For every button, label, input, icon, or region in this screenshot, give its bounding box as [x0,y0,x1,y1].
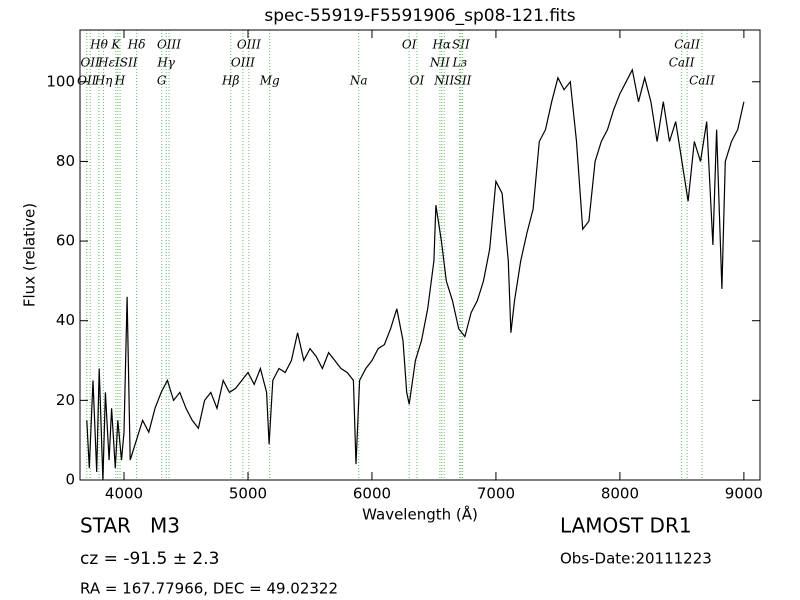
spectral-line-label: CaII [689,74,715,88]
plot-frame [79,29,761,481]
coordinates: RA = 167.77966, DEC = 49.02322 [80,580,338,598]
spectral-line-label: Hη [94,74,113,88]
spectral-line-label: CaII [669,56,695,70]
object-class: STAR M3 [80,514,180,538]
x-axis-label: Wavelength (Å) [362,505,478,524]
spectral-line-label: H [114,74,126,88]
x-tick-label: 8000 [601,485,639,503]
y-tick-label: 100 [46,72,75,90]
spectral-line-label: SII [454,74,472,88]
spectral-line-label: K [110,38,121,52]
spectrum-line [86,67,745,481]
spectral-line-label: OI [402,38,417,52]
x-tick-label: 6000 [353,485,391,503]
y-axis-label: Flux (relative) [21,203,39,307]
x-tick-label: 7000 [477,485,515,503]
y-tick-label: 80 [56,152,75,170]
spectral-line-label: CaII [674,38,700,52]
spectral-line-label: OIII [231,56,255,70]
spectral-line-label: OIII [237,38,261,52]
spectral-line-label: Hγ [156,56,175,70]
x-tick-label: 9000 [725,485,763,503]
spectral-line-label: Hα [431,38,451,52]
spectral-line-label: OIII [157,38,181,52]
spectral-line-label: SII [452,38,470,52]
spectral-line-label: G [157,74,167,88]
obs-date: Obs-Date:20111223 [560,550,712,568]
y-tick-label: 0 [65,471,75,489]
x-tick-label: 4000 [105,485,143,503]
survey: LAMOST DR1 [560,514,692,538]
y-tick-label: 60 [56,232,75,250]
spectral-line-label: OII [81,56,101,70]
y-tick-label: 20 [56,391,75,409]
spectral-line-label: Na [349,74,368,88]
spectral-line-label: OI [410,74,425,88]
spectral-line-label: Hθ [89,38,108,52]
spectral-line-label: NII [433,74,454,88]
x-tick-label: 5000 [229,485,267,503]
spectral-line-label: Lз [451,56,467,70]
y-tick-label: 40 [56,311,75,329]
spectral-line-label: Hδ [127,38,146,52]
spectral-line-label: Hβ [221,74,239,88]
spectral-line-label: NII [429,56,450,70]
spectral-line-label: HεISII [97,56,138,70]
spectral-line-label: OII [77,74,97,88]
redshift: cz = -91.5 ± 2.3 [80,549,219,569]
chart-title: spec-55919-F5591906_sp08-121.fits [264,6,575,26]
spectral-line-label: Mg [259,74,280,88]
